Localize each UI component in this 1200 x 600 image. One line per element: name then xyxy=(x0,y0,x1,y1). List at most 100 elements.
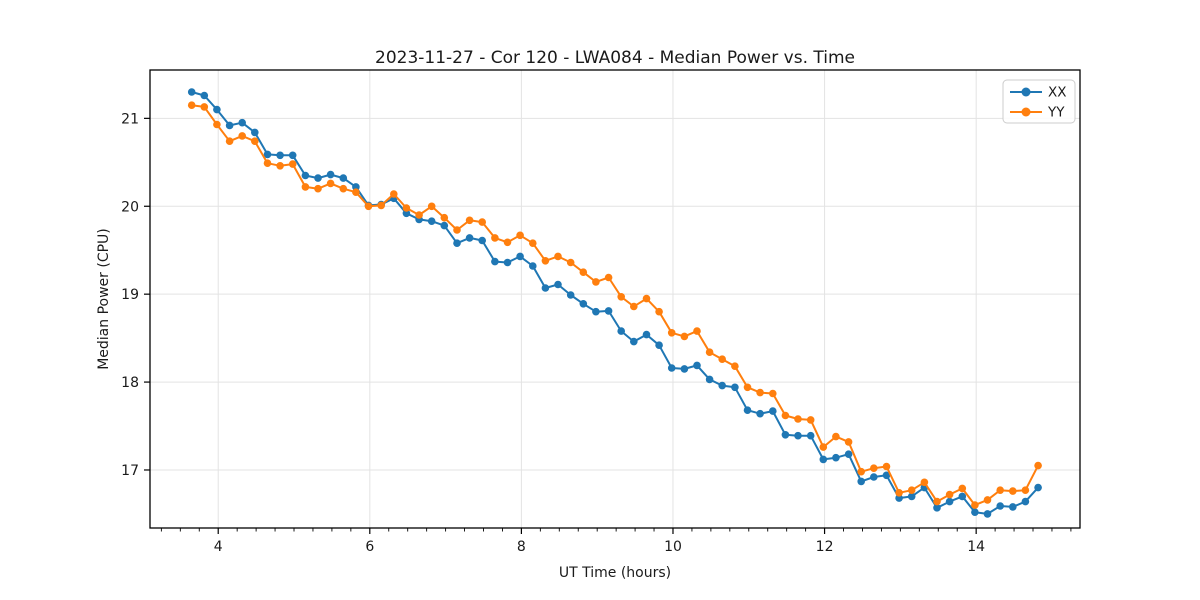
y-tick-label: 20 xyxy=(121,199,139,215)
series-YY-marker xyxy=(503,238,512,247)
series-XX-marker xyxy=(971,508,979,516)
series-YY-marker xyxy=(251,137,259,145)
series-XX-marker xyxy=(604,307,613,315)
legend: XX YY xyxy=(1002,79,1076,124)
series-XX-marker xyxy=(693,361,701,370)
series-XX-marker xyxy=(402,209,411,218)
x-tick-label: 4 xyxy=(214,539,223,555)
series-YY-marker xyxy=(996,486,1004,495)
series-YY-marker xyxy=(705,348,714,357)
series-XX-marker xyxy=(630,337,638,346)
series-YY-marker xyxy=(592,278,600,286)
series-YY-marker xyxy=(604,273,613,282)
series-XX-marker xyxy=(453,239,461,247)
series-XX-marker xyxy=(491,257,499,266)
series-YY-marker xyxy=(276,162,284,170)
series-XX-marker xyxy=(718,381,726,390)
x-tick-label: 8 xyxy=(517,539,526,555)
legend-label-XX: XX xyxy=(1048,85,1067,101)
series-XX-marker xyxy=(276,151,284,160)
series-YY-marker xyxy=(339,184,348,193)
x-tick-label: 6 xyxy=(365,539,374,555)
series-YY-marker xyxy=(326,179,335,188)
series-XX-marker xyxy=(503,258,512,267)
series-YY-marker xyxy=(958,484,967,493)
series-YY-marker xyxy=(983,496,992,504)
series-YY-marker xyxy=(352,188,360,196)
series-XX-marker xyxy=(238,118,246,127)
series-XX-marker xyxy=(844,450,853,459)
series-XX-marker xyxy=(187,88,196,96)
series-XX-marker xyxy=(996,502,1004,510)
series-YY-marker xyxy=(920,478,929,487)
series-XX-marker xyxy=(339,174,348,182)
series-YY-marker xyxy=(756,388,764,397)
series-XX-marker xyxy=(617,327,625,335)
series-YY-marker xyxy=(832,432,840,441)
series-XX-marker xyxy=(579,300,588,308)
series-XX-marker xyxy=(895,494,903,502)
series-XX-marker xyxy=(655,341,663,350)
y-tick-label: 21 xyxy=(121,111,139,127)
series-XX-marker xyxy=(465,234,474,242)
series-YY-marker xyxy=(655,307,663,316)
series-XX-marker xyxy=(478,236,487,245)
series-XX-marker xyxy=(1021,497,1030,506)
series-XX-marker xyxy=(667,364,676,372)
series-YY-marker xyxy=(225,137,234,145)
series-YY-marker xyxy=(187,101,196,109)
series-YY-marker xyxy=(870,464,878,473)
x-tick-label: 10 xyxy=(664,539,682,555)
series-YY-marker xyxy=(529,239,537,247)
series-XX-marker xyxy=(541,284,550,292)
series-XX-marker xyxy=(882,471,891,480)
chart-title: 2023-11-27 - Cor 120 - LWA084 - Median P… xyxy=(375,48,855,68)
series-YY-marker xyxy=(743,383,752,392)
series-YY-marker xyxy=(895,489,903,497)
series-YY-marker xyxy=(491,234,499,242)
series-YY-marker xyxy=(642,294,651,303)
y-tick-label: 17 xyxy=(121,463,139,479)
series-XX-marker xyxy=(870,473,878,481)
series-XX-marker xyxy=(314,174,322,182)
series-XX-marker xyxy=(554,280,562,289)
series-XX-marker xyxy=(1009,503,1017,511)
series-XX-marker xyxy=(731,383,739,392)
series-YY-marker xyxy=(844,438,853,446)
series-XX-marker xyxy=(794,431,802,440)
series-YY-line xyxy=(191,104,1039,507)
series-XX-marker xyxy=(592,307,600,316)
series-XX-marker xyxy=(326,170,335,179)
y-tick-label: 18 xyxy=(121,375,139,391)
series-YY-marker xyxy=(769,389,777,398)
series-YY-marker xyxy=(541,257,550,265)
series-YY-marker xyxy=(667,329,676,337)
series-XX-marker xyxy=(743,406,752,415)
series-YY-marker xyxy=(263,159,272,167)
series-YY-marker xyxy=(857,467,865,476)
series-YY-marker xyxy=(933,497,941,506)
series-XX-marker xyxy=(566,291,575,299)
series-YY-marker xyxy=(314,184,322,193)
series-XX-marker xyxy=(225,121,234,130)
series-XX-marker xyxy=(251,128,259,137)
series-YY-marker xyxy=(617,293,625,301)
series-XX-marker xyxy=(288,151,297,160)
series-YY-marker xyxy=(238,132,246,140)
series-YY-marker xyxy=(377,201,386,210)
series-XX-marker xyxy=(301,171,310,180)
series-YY-marker xyxy=(1034,461,1042,470)
series-YY-marker xyxy=(415,211,423,219)
series-XX-marker xyxy=(781,431,790,439)
series-XX-marker xyxy=(857,477,865,486)
series-XX-marker xyxy=(263,150,272,159)
series-YY-marker xyxy=(1009,487,1017,495)
series-XX-marker xyxy=(832,453,840,462)
series-XX-marker xyxy=(945,497,954,506)
series-YY-marker xyxy=(402,204,411,212)
series-XX-marker xyxy=(819,455,828,464)
series-XX-marker xyxy=(958,492,967,501)
series-YY-marker xyxy=(288,160,297,168)
series-YY-marker xyxy=(718,355,726,364)
